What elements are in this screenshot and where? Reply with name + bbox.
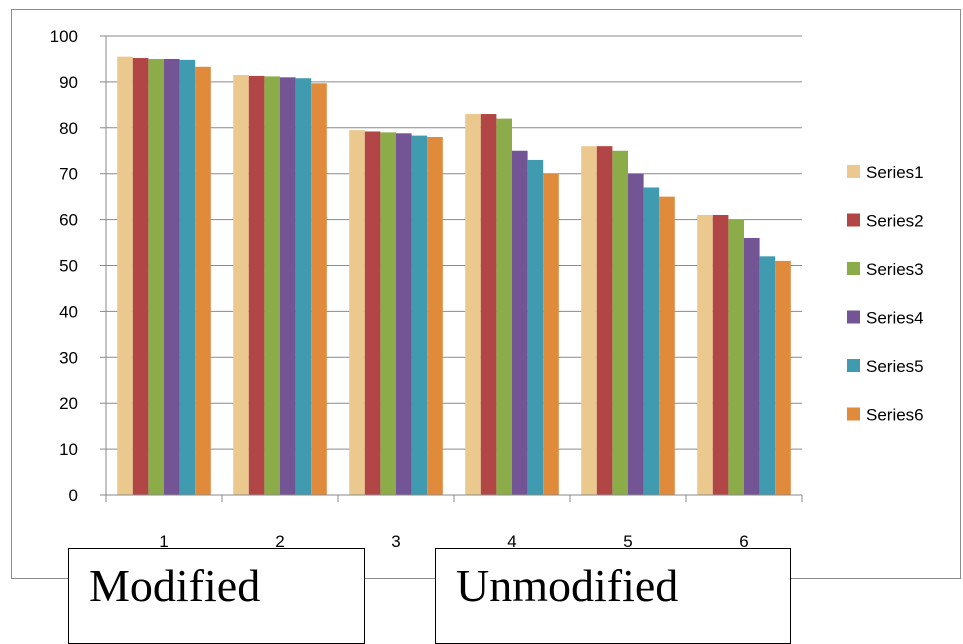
legend-label: Series4: [866, 309, 924, 328]
bar: [380, 132, 396, 495]
bar: [364, 131, 381, 496]
y-tick-label: 0: [69, 486, 78, 505]
x-tick-label: 2: [275, 532, 284, 551]
unmodified-label: Unmodified: [456, 560, 679, 611]
bar: [744, 237, 760, 495]
bar: [496, 118, 512, 496]
bar: [233, 75, 249, 495]
y-tick-label: 100: [50, 27, 78, 46]
bar: [396, 133, 412, 496]
y-tick-label: 70: [59, 165, 78, 184]
bar: [628, 173, 644, 495]
bar: [697, 215, 713, 495]
bar: [148, 58, 164, 495]
bar: [659, 196, 675, 495]
y-tick-label: 60: [59, 211, 78, 230]
x-tick-label: 6: [739, 532, 748, 551]
legend-swatch: [847, 407, 860, 421]
x-tick-label: 3: [391, 532, 400, 551]
legend-swatch: [847, 262, 860, 275]
y-tick-label: 10: [59, 440, 78, 459]
legend-label: Series5: [866, 357, 924, 376]
x-tick-label: 4: [507, 532, 516, 551]
legend-label: Series6: [866, 406, 924, 425]
bar: [195, 66, 211, 496]
bar: [728, 219, 744, 495]
bar: [164, 58, 180, 495]
y-tick-label: 20: [59, 394, 78, 413]
legend-label: Series1: [866, 163, 924, 182]
bar: [465, 114, 481, 495]
legend-swatch: [847, 165, 860, 178]
x-tick-label: 5: [623, 532, 632, 551]
bar: [759, 256, 776, 495]
legend-swatch: [847, 310, 860, 324]
bar: [411, 135, 428, 495]
legend-label: Series3: [866, 260, 924, 279]
bar: [581, 146, 597, 495]
y-tick-label: 80: [59, 119, 78, 138]
bar: [712, 215, 729, 495]
bar: [480, 114, 497, 495]
bar: [427, 136, 443, 496]
legend-swatch: [847, 213, 860, 227]
bar: [280, 77, 296, 495]
bar: [311, 83, 327, 495]
bar: [117, 56, 133, 495]
bar: [349, 130, 365, 495]
bar: [264, 76, 280, 495]
x-tick-label: 1: [159, 532, 168, 551]
bar: [132, 58, 149, 495]
bar: [643, 187, 660, 495]
unmodified-label-box: Unmodified: [435, 548, 791, 644]
bar: [612, 150, 628, 495]
bar: [295, 78, 312, 495]
bar: [543, 173, 559, 495]
modified-label: Modified: [89, 560, 261, 611]
y-tick-label: 30: [59, 348, 78, 367]
bar: [512, 150, 528, 495]
y-tick-label: 90: [59, 73, 78, 92]
bar: [527, 159, 544, 495]
bar: [596, 146, 613, 495]
y-tick-label: 50: [59, 257, 78, 276]
bar: [248, 75, 265, 496]
legend-swatch: [847, 359, 860, 372]
legend-label: Series2: [866, 212, 924, 231]
modified-label-box: Modified: [68, 548, 365, 644]
y-tick-label: 40: [59, 302, 78, 321]
bar: [775, 260, 791, 495]
bar: [179, 59, 196, 495]
